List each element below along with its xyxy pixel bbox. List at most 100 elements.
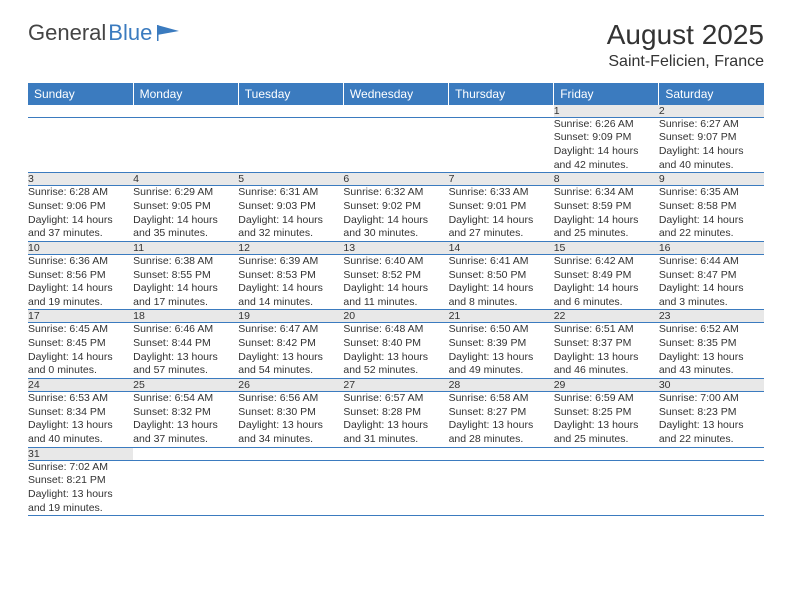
day-header-row: SundayMondayTuesdayWednesdayThursdayFrid… bbox=[28, 83, 764, 105]
day-detail: Sunrise: 6:58 AMSunset: 8:27 PMDaylight:… bbox=[449, 392, 554, 448]
sunset-line: Sunset: 8:58 PM bbox=[659, 200, 764, 214]
sunrise-line: Sunrise: 6:46 AM bbox=[133, 323, 238, 337]
daylight-line: and 22 minutes. bbox=[659, 433, 764, 447]
daylight-line: Daylight: 13 hours bbox=[554, 351, 659, 365]
daylight-line: and 27 minutes. bbox=[449, 227, 554, 241]
sunset-line: Sunset: 9:02 PM bbox=[343, 200, 448, 214]
day-detail: Sunrise: 6:59 AMSunset: 8:25 PMDaylight:… bbox=[554, 392, 659, 448]
day-number: 29 bbox=[554, 379, 659, 392]
day-number: 11 bbox=[133, 241, 238, 254]
sunset-line: Sunset: 8:49 PM bbox=[554, 269, 659, 283]
sunset-line: Sunset: 8:42 PM bbox=[238, 337, 343, 351]
daylight-line: and 31 minutes. bbox=[343, 433, 448, 447]
daylight-line: and 19 minutes. bbox=[28, 296, 133, 310]
daylight-line: and 49 minutes. bbox=[449, 364, 554, 378]
sunrise-line: Sunrise: 6:34 AM bbox=[554, 186, 659, 200]
day-header: Saturday bbox=[659, 83, 764, 105]
day-number: 2 bbox=[659, 105, 764, 118]
day-number: 5 bbox=[238, 173, 343, 186]
empty-cell bbox=[28, 105, 133, 118]
sunrise-line: Sunrise: 6:33 AM bbox=[449, 186, 554, 200]
sunset-line: Sunset: 8:55 PM bbox=[133, 269, 238, 283]
day-detail: Sunrise: 6:28 AMSunset: 9:06 PMDaylight:… bbox=[28, 186, 133, 242]
empty-cell bbox=[238, 447, 343, 460]
sunset-line: Sunset: 9:06 PM bbox=[28, 200, 133, 214]
empty-cell bbox=[133, 117, 238, 173]
daylight-line: Daylight: 14 hours bbox=[343, 282, 448, 296]
day-detail: Sunrise: 6:48 AMSunset: 8:40 PMDaylight:… bbox=[343, 323, 448, 379]
sunrise-line: Sunrise: 6:39 AM bbox=[238, 255, 343, 269]
sunset-line: Sunset: 8:23 PM bbox=[659, 406, 764, 420]
daylight-line: Daylight: 13 hours bbox=[449, 419, 554, 433]
day-detail: Sunrise: 7:02 AMSunset: 8:21 PMDaylight:… bbox=[28, 460, 133, 516]
day-number: 1 bbox=[554, 105, 659, 118]
sunset-line: Sunset: 9:05 PM bbox=[133, 200, 238, 214]
location: Saint-Felicien, France bbox=[607, 53, 764, 71]
daylight-line: and 0 minutes. bbox=[28, 364, 133, 378]
detail-row: Sunrise: 6:28 AMSunset: 9:06 PMDaylight:… bbox=[28, 186, 764, 242]
daylight-line: and 40 minutes. bbox=[659, 159, 764, 173]
sunset-line: Sunset: 8:50 PM bbox=[449, 269, 554, 283]
detail-row: Sunrise: 7:02 AMSunset: 8:21 PMDaylight:… bbox=[28, 460, 764, 516]
day-detail: Sunrise: 6:46 AMSunset: 8:44 PMDaylight:… bbox=[133, 323, 238, 379]
sunrise-line: Sunrise: 6:41 AM bbox=[449, 255, 554, 269]
daylight-line: and 6 minutes. bbox=[554, 296, 659, 310]
sunset-line: Sunset: 8:45 PM bbox=[28, 337, 133, 351]
daylight-line: and 57 minutes. bbox=[133, 364, 238, 378]
empty-cell bbox=[238, 460, 343, 516]
daynum-row: 24252627282930 bbox=[28, 379, 764, 392]
daylight-line: Daylight: 14 hours bbox=[554, 282, 659, 296]
daylight-line: and 22 minutes. bbox=[659, 227, 764, 241]
sunset-line: Sunset: 8:39 PM bbox=[449, 337, 554, 351]
day-header: Friday bbox=[554, 83, 659, 105]
daylight-line: Daylight: 13 hours bbox=[659, 351, 764, 365]
daynum-row: 31 bbox=[28, 447, 764, 460]
day-number: 13 bbox=[343, 241, 448, 254]
daylight-line: and 25 minutes. bbox=[554, 433, 659, 447]
detail-row: Sunrise: 6:36 AMSunset: 8:56 PMDaylight:… bbox=[28, 254, 764, 310]
daylight-line: and 14 minutes. bbox=[238, 296, 343, 310]
sunrise-line: Sunrise: 6:28 AM bbox=[28, 186, 133, 200]
day-detail: Sunrise: 6:33 AMSunset: 9:01 PMDaylight:… bbox=[449, 186, 554, 242]
empty-cell bbox=[343, 105, 448, 118]
sunrise-line: Sunrise: 6:29 AM bbox=[133, 186, 238, 200]
daylight-line: Daylight: 13 hours bbox=[343, 351, 448, 365]
sunset-line: Sunset: 8:59 PM bbox=[554, 200, 659, 214]
daylight-line: and 25 minutes. bbox=[554, 227, 659, 241]
daylight-line: and 35 minutes. bbox=[133, 227, 238, 241]
empty-cell bbox=[343, 117, 448, 173]
day-detail: Sunrise: 6:45 AMSunset: 8:45 PMDaylight:… bbox=[28, 323, 133, 379]
daylight-line: and 30 minutes. bbox=[343, 227, 448, 241]
empty-cell bbox=[554, 447, 659, 460]
day-number: 28 bbox=[449, 379, 554, 392]
day-detail: Sunrise: 6:56 AMSunset: 8:30 PMDaylight:… bbox=[238, 392, 343, 448]
day-header: Monday bbox=[133, 83, 238, 105]
daylight-line: Daylight: 14 hours bbox=[659, 214, 764, 228]
daylight-line: Daylight: 14 hours bbox=[133, 214, 238, 228]
day-number: 9 bbox=[659, 173, 764, 186]
sunset-line: Sunset: 8:52 PM bbox=[343, 269, 448, 283]
sunrise-line: Sunrise: 6:40 AM bbox=[343, 255, 448, 269]
daylight-line: and 11 minutes. bbox=[343, 296, 448, 310]
daylight-line: and 19 minutes. bbox=[28, 502, 133, 516]
day-number: 26 bbox=[238, 379, 343, 392]
day-detail: Sunrise: 6:41 AMSunset: 8:50 PMDaylight:… bbox=[449, 254, 554, 310]
day-number: 18 bbox=[133, 310, 238, 323]
empty-cell bbox=[449, 460, 554, 516]
day-number: 23 bbox=[659, 310, 764, 323]
day-detail: Sunrise: 6:29 AMSunset: 9:05 PMDaylight:… bbox=[133, 186, 238, 242]
sunset-line: Sunset: 8:34 PM bbox=[28, 406, 133, 420]
sunset-line: Sunset: 8:53 PM bbox=[238, 269, 343, 283]
daylight-line: and 32 minutes. bbox=[238, 227, 343, 241]
empty-cell bbox=[133, 460, 238, 516]
title-block: August 2025 Saint-Felicien, France bbox=[607, 20, 764, 71]
day-detail: Sunrise: 6:51 AMSunset: 8:37 PMDaylight:… bbox=[554, 323, 659, 379]
day-number: 17 bbox=[28, 310, 133, 323]
logo-text-2: Blue bbox=[108, 20, 152, 46]
day-detail: Sunrise: 6:34 AMSunset: 8:59 PMDaylight:… bbox=[554, 186, 659, 242]
day-detail: Sunrise: 6:54 AMSunset: 8:32 PMDaylight:… bbox=[133, 392, 238, 448]
day-detail: Sunrise: 6:26 AMSunset: 9:09 PMDaylight:… bbox=[554, 117, 659, 173]
day-detail: Sunrise: 6:42 AMSunset: 8:49 PMDaylight:… bbox=[554, 254, 659, 310]
sunrise-line: Sunrise: 6:50 AM bbox=[449, 323, 554, 337]
daylight-line: Daylight: 14 hours bbox=[238, 282, 343, 296]
